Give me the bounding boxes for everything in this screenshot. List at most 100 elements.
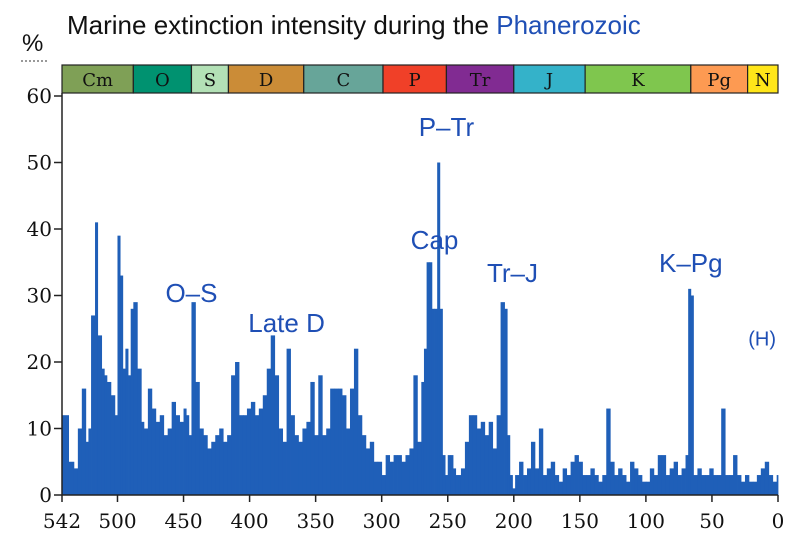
extinction-bar — [199, 428, 204, 495]
extinction-bar — [776, 475, 779, 495]
period-label-d: D — [259, 70, 273, 91]
period-k[interactable] — [584, 64, 692, 94]
period-pg[interactable] — [690, 64, 749, 94]
extinction-bar — [512, 488, 516, 495]
extinction-bar — [622, 475, 627, 495]
extinction-bar — [314, 435, 319, 495]
extinction-bar — [554, 475, 560, 495]
extinction-bar — [342, 395, 347, 495]
extinction-bar — [519, 461, 524, 495]
extinction-bar — [527, 468, 532, 495]
y-tick-label: 40 — [27, 217, 52, 241]
extinction-bar — [582, 475, 587, 495]
event-label[interactable]: P–Tr — [419, 112, 475, 142]
period-n[interactable] — [747, 64, 779, 94]
event-label[interactable]: Cap — [411, 225, 459, 255]
extinction-bar — [602, 475, 607, 495]
extinction-bar — [748, 481, 754, 495]
extinction-bar — [274, 375, 280, 495]
extinction-bar — [760, 468, 766, 495]
period-label-tr: Tr — [470, 70, 491, 91]
extinction-bar — [688, 288, 692, 495]
extinction-bar — [373, 461, 379, 495]
extinction-bar — [649, 468, 655, 495]
extinction-bar — [721, 408, 726, 495]
y-tick-label: 20 — [27, 350, 52, 374]
extinction-bar — [266, 368, 272, 495]
extinction-bar — [618, 468, 623, 495]
extinction-bar — [91, 315, 96, 495]
extinction-bar — [500, 302, 505, 495]
x-tick-label: 100 — [627, 509, 665, 533]
title-link-phanerozoic[interactable]: Phanerozoic — [496, 10, 641, 40]
extinction-bar — [73, 468, 79, 495]
extinction-bar — [661, 455, 667, 495]
extinction-bar — [188, 435, 192, 495]
extinction-bar — [426, 262, 430, 495]
x-tick-label: 50 — [699, 509, 724, 533]
extinction-bar — [752, 481, 758, 495]
period-s[interactable] — [190, 64, 230, 94]
period-o[interactable] — [132, 64, 193, 94]
extinction-bar — [294, 435, 299, 495]
extinction-bar — [423, 348, 428, 495]
extinction-bar — [302, 428, 307, 495]
extinction-bar — [562, 468, 568, 495]
extinction-bar — [262, 395, 268, 495]
extinction-bar — [326, 428, 331, 495]
event-label[interactable]: K–Pg — [659, 248, 723, 278]
extinction-bar — [246, 408, 252, 495]
extinction-bar — [322, 435, 327, 495]
extinction-bar — [171, 401, 177, 495]
y-tick-label: 60 — [27, 84, 52, 108]
extinction-bar — [772, 481, 778, 495]
extinction-bar — [191, 302, 196, 495]
extinction-bar — [353, 348, 359, 495]
extinction-bar — [468, 415, 474, 495]
extinction-bar — [133, 302, 138, 495]
extinction-bar — [393, 455, 398, 495]
event-label[interactable]: O–S — [165, 278, 217, 308]
extinction-bar — [472, 415, 478, 495]
event-label[interactable]: Late D — [248, 308, 325, 338]
extinction-bar — [215, 435, 220, 495]
extinction-bar — [590, 468, 595, 495]
extinction-bar — [122, 368, 126, 495]
extinction-bar — [701, 475, 706, 495]
extinction-bar — [594, 475, 599, 495]
extinction-bar — [464, 441, 470, 495]
extinction-bar — [167, 428, 173, 495]
extinction-bars — [62, 162, 779, 495]
extinction-bar — [401, 461, 406, 495]
chart-title: Marine extinction intensity during the P… — [67, 10, 641, 40]
extinction-bar — [125, 348, 129, 495]
extinction-bar — [163, 435, 169, 495]
extinction-bar — [211, 441, 216, 495]
extinction-bar — [488, 421, 494, 495]
extinction-bar — [681, 468, 686, 495]
extinction-bar — [227, 435, 232, 495]
extinction-bar — [709, 468, 714, 495]
extinction-bar — [570, 461, 575, 495]
extinction-bar — [737, 475, 742, 495]
extinction-bar — [458, 475, 462, 495]
extinction-bar — [437, 162, 441, 495]
period-label-cm: Cm — [82, 70, 113, 91]
extinction-bar — [725, 475, 730, 495]
event-label[interactable]: (H) — [748, 328, 776, 350]
extinction-bar — [258, 408, 264, 495]
extinction-bar — [120, 275, 124, 495]
title-prefix: Marine extinction intensity during the P… — [67, 10, 641, 40]
extinction-bar — [85, 441, 89, 495]
extinction-bar — [756, 475, 762, 495]
event-label[interactable]: Tr–J — [487, 258, 538, 288]
extinction-bar — [137, 368, 142, 495]
extinction-bar — [346, 428, 351, 495]
x-tick-label: 450 — [164, 509, 202, 533]
period-label-o: O — [155, 70, 170, 91]
extinction-bar — [147, 388, 153, 495]
extinction-bar — [223, 441, 228, 495]
period-label-c: C — [336, 70, 350, 91]
